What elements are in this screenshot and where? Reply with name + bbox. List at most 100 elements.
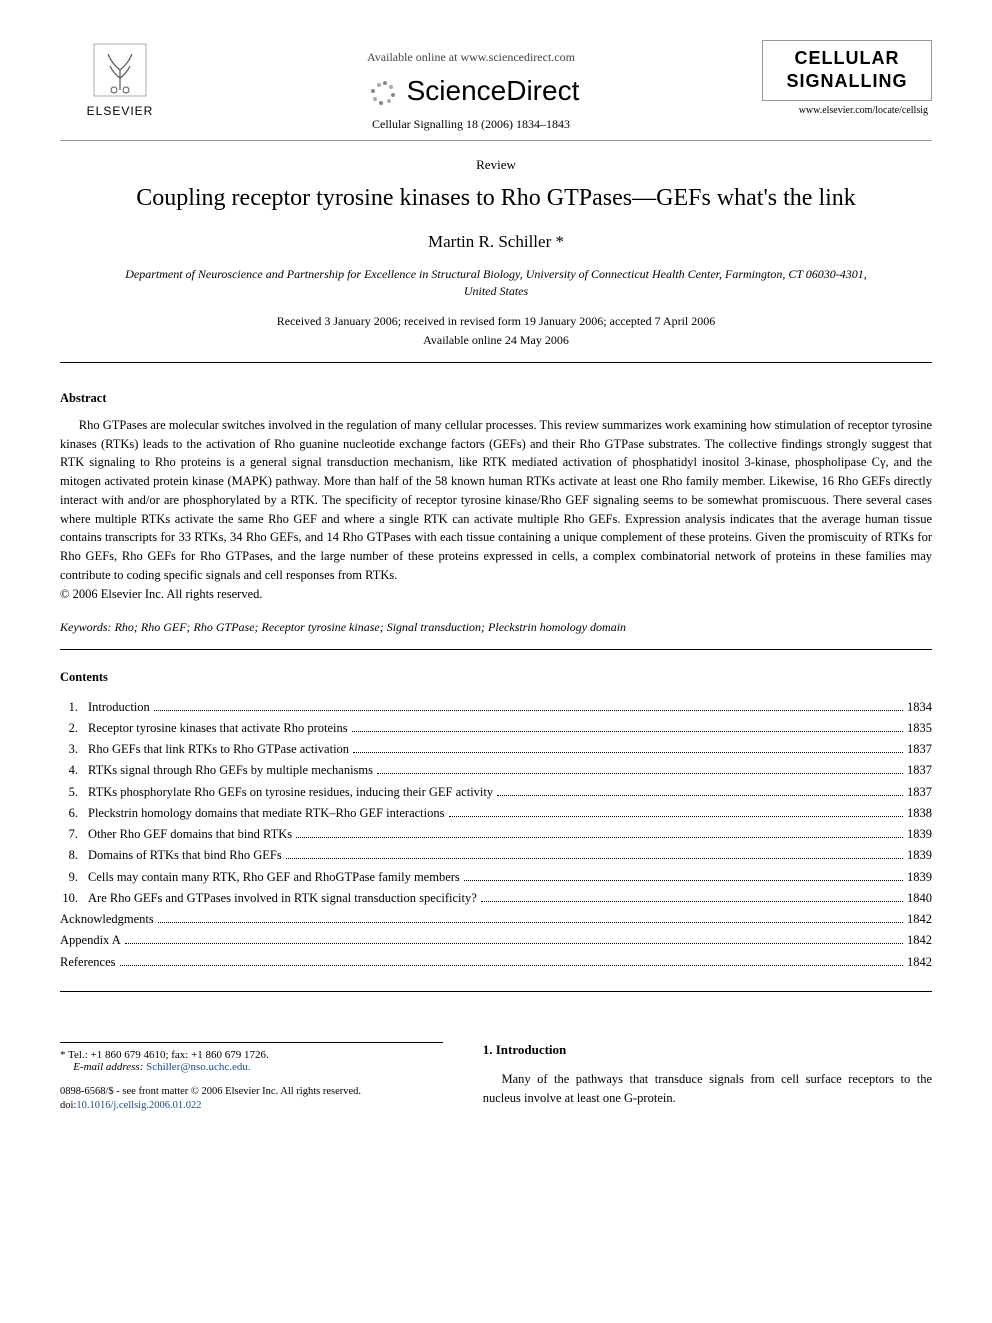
header-center: Available online at www.sciencedirect.co…	[180, 40, 762, 132]
toc-number: 7.	[60, 824, 88, 845]
divider	[60, 649, 932, 650]
toc-row[interactable]: References 1842	[60, 952, 932, 973]
toc-row[interactable]: Acknowledgments 1842	[60, 909, 932, 930]
toc-label: Pleckstrin homology domains that mediate…	[88, 803, 445, 824]
toc-page: 1839	[907, 867, 932, 888]
toc-number: 2.	[60, 718, 88, 739]
author-name: Martin R. Schiller *	[60, 232, 932, 252]
journal-name-line1: CELLULAR	[767, 47, 927, 70]
toc-page: 1834	[907, 697, 932, 718]
toc-page: 1840	[907, 888, 932, 909]
page-footer-columns: * Tel.: +1 860 679 4610; fax: +1 860 679…	[60, 1042, 932, 1114]
toc-label: Appendix A	[60, 930, 121, 951]
toc-row[interactable]: 10.Are Rho GEFs and GTPases involved in …	[60, 888, 932, 909]
article-type: Review	[60, 157, 932, 173]
toc-page: 1838	[907, 803, 932, 824]
corresponding-author-tel: * Tel.: +1 860 679 4610; fax: +1 860 679…	[60, 1049, 443, 1061]
toc-leader-dots	[497, 795, 903, 796]
author-email-link[interactable]: Schiller@nso.uchc.edu.	[146, 1061, 251, 1073]
toc-leader-dots	[481, 901, 903, 902]
toc-leader-dots	[154, 710, 903, 711]
footnote-column: * Tel.: +1 860 679 4610; fax: +1 860 679…	[60, 1042, 443, 1114]
toc-row[interactable]: 8.Domains of RTKs that bind Rho GEFs 1839	[60, 845, 932, 866]
abstract-copyright: © 2006 Elsevier Inc. All rights reserved…	[60, 587, 932, 602]
toc-leader-dots	[158, 922, 903, 923]
front-matter-line: 0898-6568/$ - see front matter © 2006 El…	[60, 1085, 443, 1100]
toc-label: Other Rho GEF domains that bind RTKs	[88, 824, 292, 845]
toc-page: 1837	[907, 782, 932, 803]
toc-page: 1835	[907, 718, 932, 739]
toc-label: Acknowledgments	[60, 909, 154, 930]
publisher-name: ELSEVIER	[87, 104, 154, 118]
toc-leader-dots	[120, 965, 903, 966]
toc-leader-dots	[464, 880, 903, 881]
contents-heading: Contents	[60, 670, 932, 685]
publisher-logo-block: ELSEVIER	[60, 40, 180, 118]
elsevier-tree-icon	[90, 40, 150, 100]
toc-row[interactable]: 7.Other Rho GEF domains that bind RTKs 18…	[60, 824, 932, 845]
toc-number: 4.	[60, 760, 88, 781]
journal-brand-block: CELLULAR SIGNALLING www.elsevier.com/loc…	[762, 40, 932, 116]
toc-row[interactable]: 2.Receptor tyrosine kinases that activat…	[60, 718, 932, 739]
toc-number: 8.	[60, 845, 88, 866]
toc-row[interactable]: 1.Introduction1834	[60, 697, 932, 718]
introduction-column: 1. Introduction Many of the pathways tha…	[483, 1042, 932, 1114]
toc-leader-dots	[296, 837, 903, 838]
toc-label: Receptor tyrosine kinases that activate …	[88, 718, 348, 739]
introduction-text: Many of the pathways that transduce sign…	[483, 1070, 932, 1108]
toc-row[interactable]: Appendix A 1842	[60, 930, 932, 951]
abstract-heading: Abstract	[60, 391, 932, 406]
email-label: E-mail address:	[73, 1061, 143, 1073]
toc-leader-dots	[449, 816, 904, 817]
toc-number: 6.	[60, 803, 88, 824]
toc-row[interactable]: 5.RTKs phosphorylate Rho GEFs on tyrosin…	[60, 782, 932, 803]
toc-label: RTKs phosphorylate Rho GEFs on tyrosine …	[88, 782, 493, 803]
toc-row[interactable]: 6.Pleckstrin homology domains that media…	[60, 803, 932, 824]
toc-leader-dots	[352, 731, 903, 732]
doi-link[interactable]: 10.1016/j.cellsig.2006.01.022	[76, 1100, 201, 1111]
toc-page: 1842	[907, 952, 932, 973]
available-online-text: Available online at www.sciencedirect.co…	[180, 50, 762, 65]
online-date: Available online 24 May 2006	[60, 333, 932, 348]
abstract-body: Rho GTPases are molecular switches invol…	[60, 416, 932, 585]
article-title: Coupling receptor tyrosine kinases to Rh…	[60, 183, 932, 214]
toc-label: Are Rho GEFs and GTPases involved in RTK…	[88, 888, 477, 909]
toc-label: Domains of RTKs that bind Rho GEFs	[88, 845, 282, 866]
toc-label: RTKs signal through Rho GEFs by multiple…	[88, 760, 373, 781]
toc-label: Introduction	[88, 697, 150, 718]
sciencedirect-logo: ScienceDirect	[180, 73, 762, 109]
toc-label: References	[60, 952, 116, 973]
introduction-heading: 1. Introduction	[483, 1042, 932, 1058]
divider	[60, 362, 932, 363]
received-dates: Received 3 January 2006; received in rev…	[60, 314, 932, 329]
journal-header: ELSEVIER Available online at www.science…	[60, 40, 932, 141]
toc-number: 9.	[60, 867, 88, 888]
toc-number: 3.	[60, 739, 88, 760]
sciencedirect-wordmark: ScienceDirect	[407, 75, 580, 107]
journal-url: www.elsevier.com/locate/cellsig	[762, 105, 932, 116]
toc-page: 1842	[907, 909, 932, 930]
keywords-list: Rho; Rho GEF; Rho GTPase; Receptor tyros…	[115, 620, 626, 634]
toc-leader-dots	[125, 943, 903, 944]
front-matter-block: 0898-6568/$ - see front matter © 2006 El…	[60, 1085, 443, 1114]
citation-line: Cellular Signalling 18 (2006) 1834–1843	[180, 117, 762, 132]
table-of-contents: 1.Introduction18342.Receptor tyrosine ki…	[60, 697, 932, 973]
toc-row[interactable]: 4.RTKs signal through Rho GEFs by multip…	[60, 760, 932, 781]
keywords-label: Keywords:	[60, 620, 112, 634]
toc-number: 5.	[60, 782, 88, 803]
toc-label: Cells may contain many RTK, Rho GEF and …	[88, 867, 460, 888]
toc-leader-dots	[377, 773, 903, 774]
toc-page: 1837	[907, 760, 932, 781]
keywords-line: Keywords: Rho; Rho GEF; Rho GTPase; Rece…	[60, 620, 932, 635]
toc-number: 10.	[60, 888, 88, 909]
toc-page: 1839	[907, 845, 932, 866]
divider	[60, 991, 932, 992]
toc-label: Rho GEFs that link RTKs to Rho GTPase ac…	[88, 739, 349, 760]
author-affiliation: Department of Neuroscience and Partnersh…	[120, 266, 872, 300]
toc-row[interactable]: 3.Rho GEFs that link RTKs to Rho GTPase …	[60, 739, 932, 760]
toc-row[interactable]: 9.Cells may contain many RTK, Rho GEF an…	[60, 867, 932, 888]
toc-page: 1837	[907, 739, 932, 760]
toc-page: 1839	[907, 824, 932, 845]
toc-leader-dots	[353, 752, 903, 753]
toc-page: 1842	[907, 930, 932, 951]
